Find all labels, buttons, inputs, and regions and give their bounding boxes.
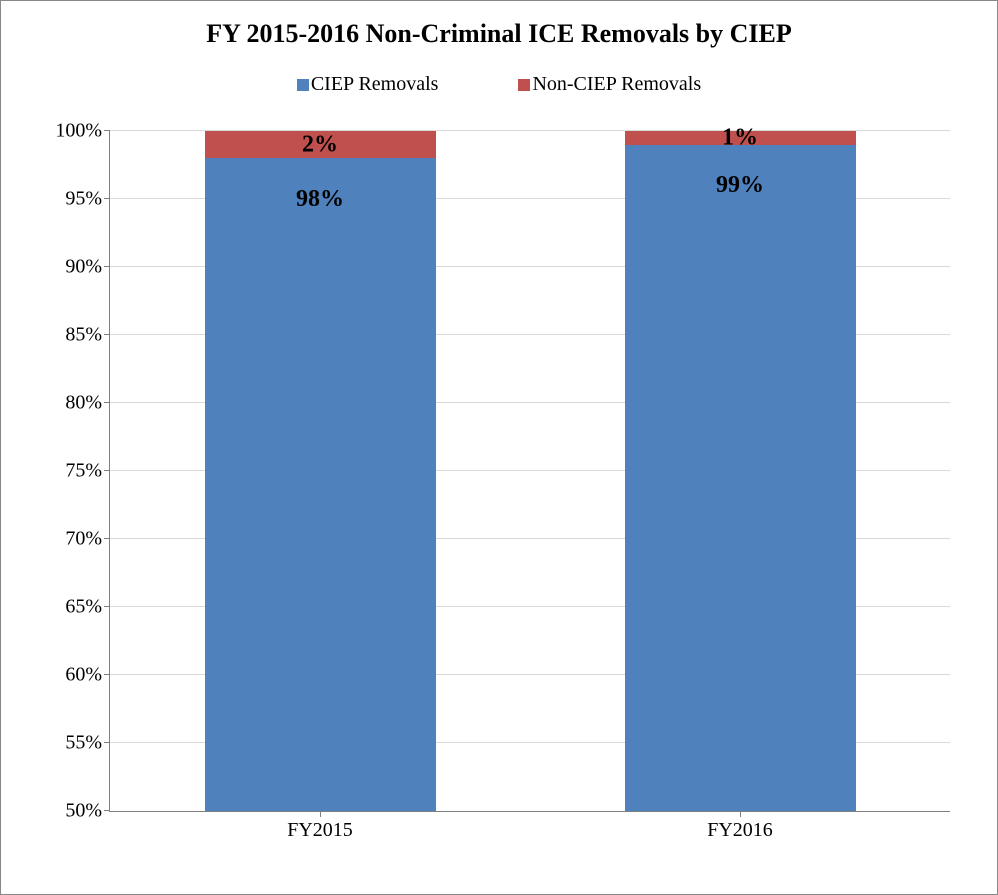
y-tick-label: 60%	[65, 664, 110, 687]
x-axis-label: FY2015	[287, 811, 353, 842]
bar-group: 99%1%	[625, 131, 856, 811]
plot-area: 50%55%60%65%70%75%80%85%90%95%100% 98%2%…	[109, 131, 950, 812]
chart-title: FY 2015-2016 Non-Criminal ICE Removals b…	[1, 1, 997, 49]
bar-segment	[625, 145, 856, 811]
bars: 98% 2% 99%1%	[110, 131, 950, 811]
y-tick-label: 90%	[65, 256, 110, 279]
y-tick-label: 85%	[65, 324, 110, 347]
y-tick-label: 75%	[65, 460, 110, 483]
legend-swatch-ciep	[297, 79, 309, 91]
legend-label-ciep: CIEP Removals	[311, 73, 439, 96]
legend-item-nonciep: Non-CIEP Removals	[518, 73, 701, 96]
y-tick-label: 70%	[65, 528, 110, 551]
y-tick-label: 80%	[65, 392, 110, 415]
bar-data-label: 99%	[625, 172, 856, 199]
y-tick-label: 95%	[65, 188, 110, 211]
y-tick-label: 50%	[65, 800, 110, 823]
legend-swatch-nonciep	[518, 79, 530, 91]
x-axis-label: FY2016	[707, 811, 773, 842]
legend: CIEP Removals Non-CIEP Removals	[1, 73, 997, 96]
y-tick-label: 65%	[65, 596, 110, 619]
chart-frame: FY 2015-2016 Non-Criminal ICE Removals b…	[0, 0, 998, 895]
bar-segment	[205, 158, 436, 811]
bar-data-label: 2%	[205, 131, 436, 158]
bar-group: 98% 2%	[205, 131, 436, 811]
y-tick-label: 55%	[65, 732, 110, 755]
legend-item-ciep: CIEP Removals	[297, 73, 439, 96]
y-tick-label: 100%	[55, 120, 110, 143]
bar-data-label: 98%	[205, 186, 436, 213]
bar-data-label: 1%	[625, 124, 856, 151]
legend-label-nonciep: Non-CIEP Removals	[532, 73, 701, 96]
